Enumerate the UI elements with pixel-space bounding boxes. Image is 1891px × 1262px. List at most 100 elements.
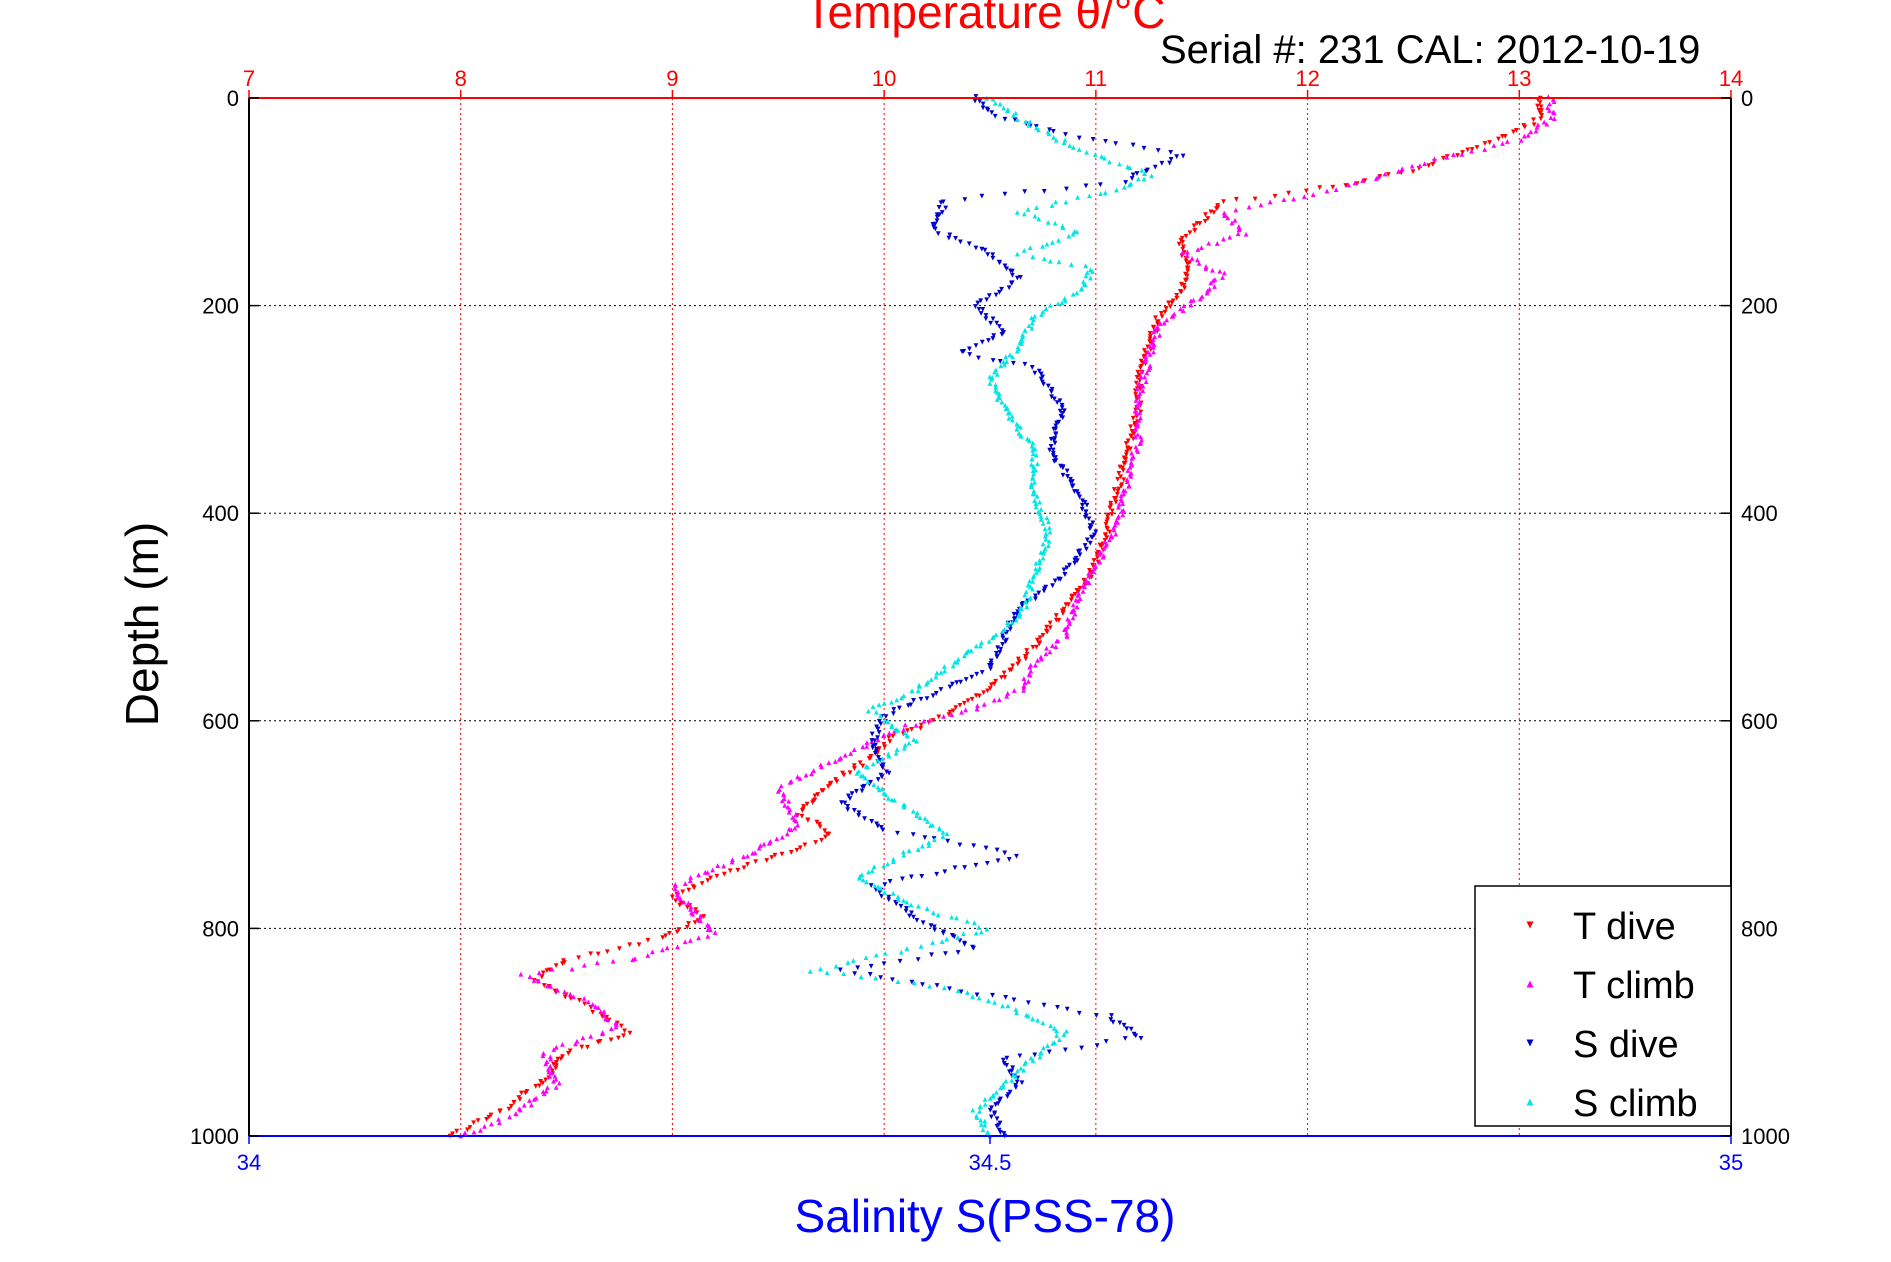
data-point	[1222, 213, 1228, 219]
data-point	[1138, 374, 1144, 380]
data-point	[1107, 529, 1113, 535]
data-point	[788, 827, 794, 833]
data-point	[1053, 423, 1059, 429]
data-point	[1123, 180, 1129, 185]
data-point	[906, 848, 912, 854]
data-point	[1047, 127, 1052, 133]
data-point	[1097, 182, 1103, 188]
data-point	[1038, 506, 1044, 512]
data-point	[581, 995, 587, 1001]
data-point	[1024, 604, 1030, 609]
data-point	[1067, 621, 1072, 627]
data-point	[1137, 400, 1143, 406]
data-point	[1009, 667, 1014, 673]
data-point	[1070, 231, 1076, 237]
data-point	[878, 885, 884, 891]
data-point	[875, 735, 880, 741]
data-point	[851, 763, 857, 769]
data-point	[1513, 128, 1519, 133]
data-point	[1134, 386, 1140, 392]
data-point	[1041, 588, 1047, 594]
data-point	[1188, 302, 1194, 308]
data-point	[1162, 309, 1168, 315]
data-point	[551, 1078, 556, 1084]
data-point	[555, 1056, 561, 1062]
data-point	[1010, 417, 1015, 423]
data-point	[674, 929, 680, 935]
data-point	[538, 1079, 544, 1084]
data-point	[887, 879, 893, 884]
data-point	[672, 886, 678, 891]
data-point	[540, 1080, 546, 1086]
data-point	[1147, 334, 1153, 339]
data-point	[993, 1102, 999, 1108]
data-point	[604, 949, 610, 955]
data-point	[1051, 396, 1057, 402]
data-point	[1124, 449, 1130, 455]
data-point	[1126, 182, 1132, 188]
data-point	[999, 332, 1005, 337]
data-point	[1150, 344, 1156, 350]
data-point	[1281, 197, 1287, 203]
data-point	[1551, 110, 1557, 116]
data-point	[595, 951, 601, 957]
data-point	[1048, 1023, 1054, 1029]
data-point	[1214, 206, 1219, 212]
data-point	[1128, 473, 1134, 479]
data-point	[482, 1123, 487, 1129]
data-point	[1032, 1052, 1038, 1058]
depth-tick-label-left: 1000	[190, 1124, 239, 1149]
data-point	[1083, 263, 1089, 269]
temperature-tick-label: 9	[666, 66, 678, 91]
data-point	[795, 774, 801, 780]
data-point	[779, 834, 785, 840]
data-point	[1023, 589, 1029, 595]
data-point	[1127, 464, 1133, 470]
legend-marker	[1526, 980, 1534, 988]
data-point	[865, 779, 871, 785]
data-point	[553, 963, 559, 969]
data-point	[890, 977, 895, 983]
depth-tick-label-right: 800	[1741, 916, 1778, 941]
data-point	[883, 792, 889, 797]
data-point	[1090, 520, 1096, 526]
data-point	[1518, 137, 1524, 143]
data-point	[741, 854, 746, 860]
data-point	[943, 205, 949, 211]
data-point	[1025, 206, 1031, 212]
data-point	[990, 992, 995, 998]
data-point	[1014, 251, 1020, 257]
data-point	[1030, 586, 1035, 592]
data-point	[873, 975, 879, 981]
data-point	[1083, 546, 1089, 552]
data-point	[818, 966, 823, 972]
data-point	[1126, 483, 1131, 489]
data-point	[845, 804, 851, 809]
data-point	[1166, 300, 1171, 306]
data-point	[911, 914, 916, 920]
data-point	[544, 1085, 550, 1091]
data-point	[817, 824, 823, 830]
data-point	[914, 917, 920, 923]
data-point	[851, 766, 857, 771]
data-point	[819, 764, 824, 770]
data-point	[985, 1130, 990, 1136]
data-point	[714, 873, 720, 879]
data-point	[880, 765, 886, 770]
data-point	[885, 719, 891, 725]
data-point	[914, 813, 920, 819]
data-point	[1053, 455, 1058, 460]
data-point	[590, 1001, 596, 1007]
data-point	[1014, 275, 1020, 281]
data-point	[918, 943, 924, 949]
data-point	[848, 751, 854, 756]
data-point	[984, 926, 990, 932]
data-point	[566, 1050, 571, 1056]
data-point	[614, 1022, 619, 1027]
data-point	[1074, 290, 1080, 296]
data-point	[1179, 253, 1185, 259]
data-point	[969, 696, 975, 702]
data-point	[994, 1123, 1000, 1129]
data-point	[1182, 285, 1187, 291]
data-point	[1104, 526, 1110, 532]
